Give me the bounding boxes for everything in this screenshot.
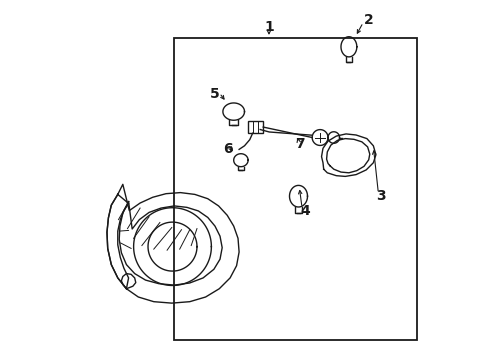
Text: 1: 1 xyxy=(264,20,273,34)
Text: 6: 6 xyxy=(223,143,233,156)
Text: 7: 7 xyxy=(295,137,305,151)
Bar xyxy=(174,38,416,340)
Text: 3: 3 xyxy=(375,189,385,203)
Text: 2: 2 xyxy=(363,13,373,27)
Bar xyxy=(247,121,263,133)
Text: 4: 4 xyxy=(300,204,309,217)
Text: 5: 5 xyxy=(210,87,220,100)
